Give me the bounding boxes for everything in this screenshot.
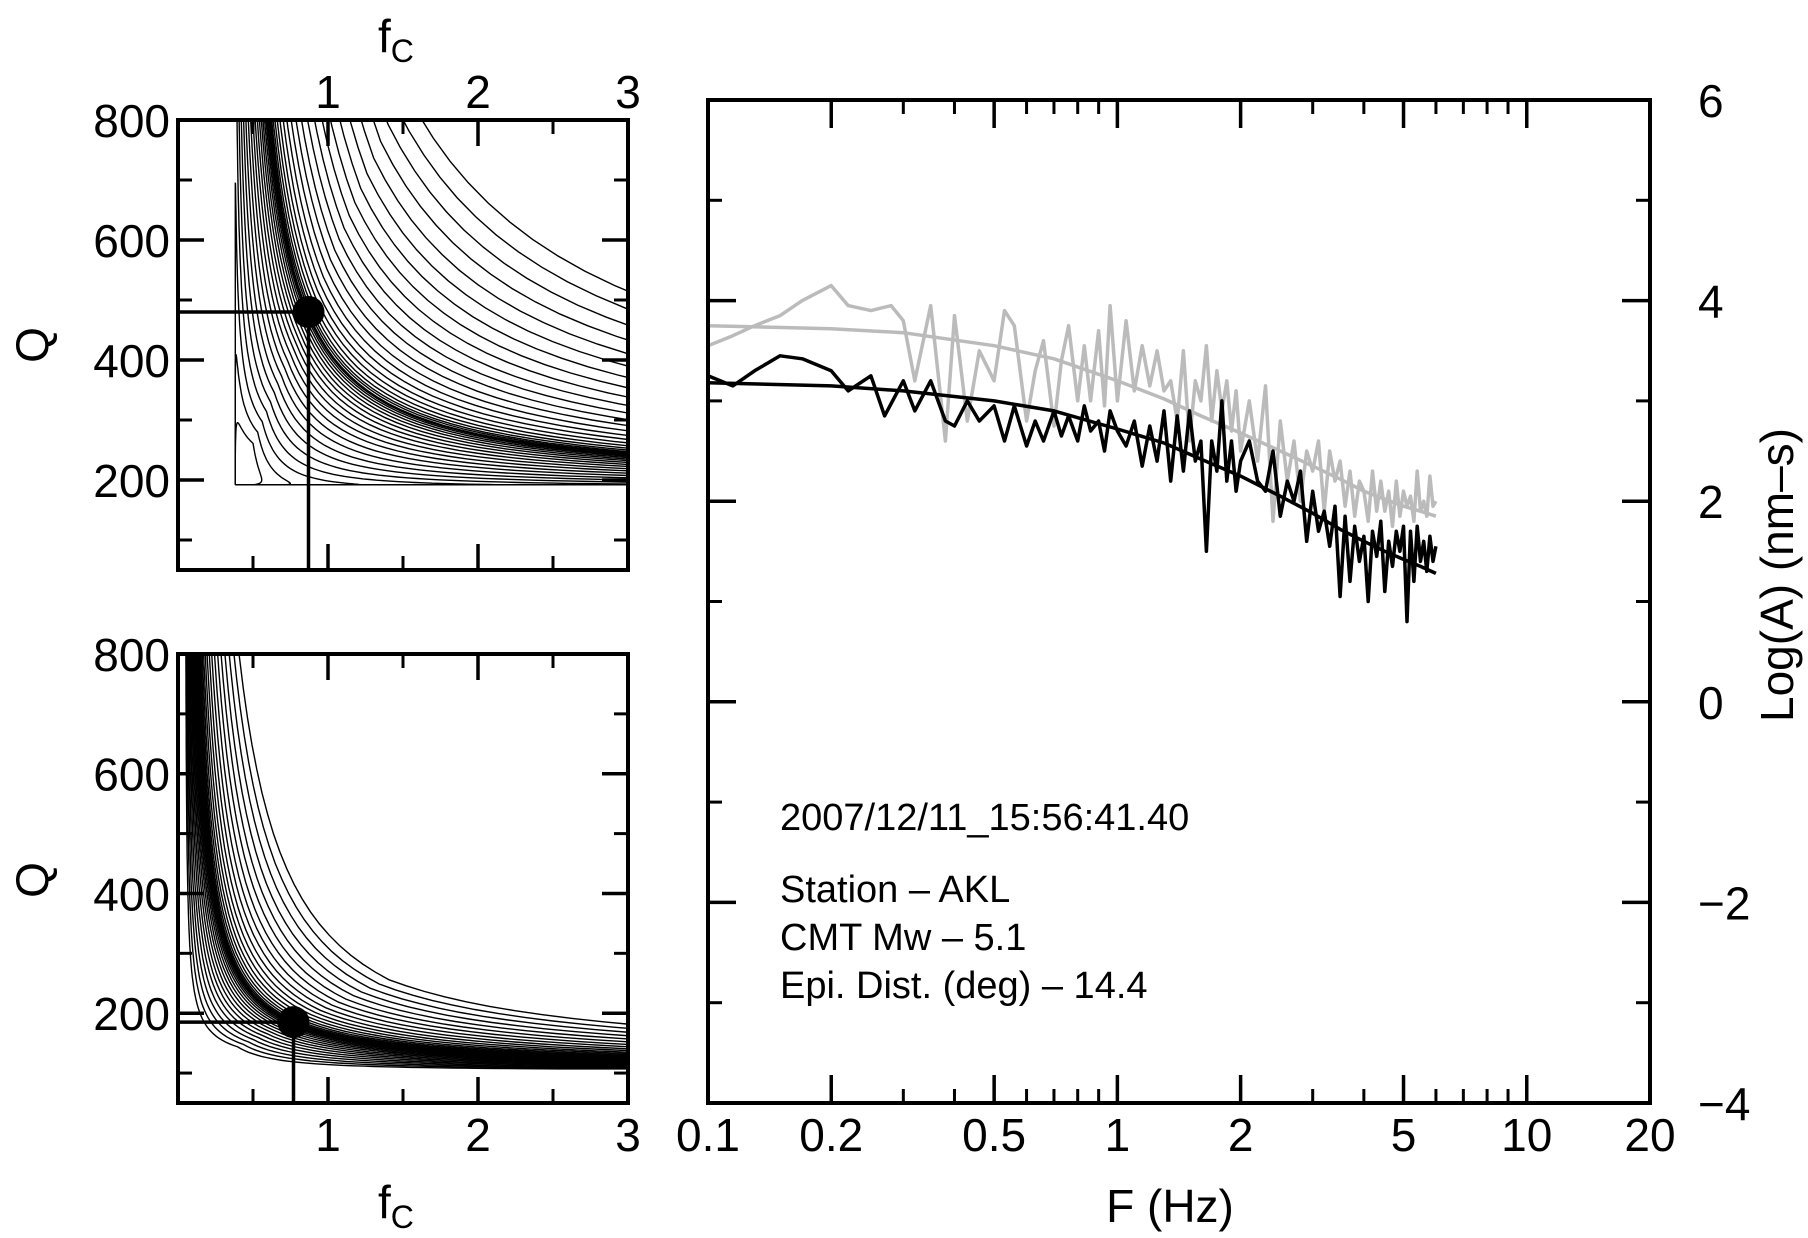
xtick-label: 20 (1624, 1109, 1675, 1161)
bottom-panel-frame (176, 652, 630, 1105)
bottom-contour-lines (178, 654, 628, 1103)
contour-line (192, 654, 628, 1064)
contour-line (187, 654, 628, 1068)
contour-line (234, 120, 628, 486)
xtick-label: 0.5 (962, 1109, 1026, 1161)
spectrum-frame (706, 98, 1652, 1105)
ytick-label: 600 (93, 215, 170, 267)
bottom-panel-xlabel: fC (378, 1176, 414, 1235)
contour-line (192, 654, 628, 1063)
contour-line (193, 654, 628, 1063)
bottom-panel-ticks: 200 400 600 800 1 2 3 (93, 629, 641, 1161)
ytick-label: 0 (1698, 677, 1724, 729)
ytick-label: 200 (93, 988, 170, 1040)
contour-line (194, 654, 628, 1062)
top-contour-lines (178, 120, 628, 570)
xtick-label: 5 (1391, 1109, 1417, 1161)
contour-line (185, 654, 628, 1070)
xtick-label: 3 (615, 1109, 641, 1161)
ytick-label: 600 (93, 749, 170, 801)
ytick-label: −4 (1698, 1078, 1750, 1130)
top-panel-frame (176, 118, 630, 572)
contour-line (189, 654, 628, 1067)
top-contour-panel: 200 400 600 800 1 2 3 Q fC (6, 10, 641, 572)
spectrum-xlabel: F (Hz) (1106, 1180, 1234, 1232)
annotation-datetime: 2007/12/11_15:56:41.40 (780, 797, 1189, 839)
spectrum-ticks: 0.1 0.2 0.5 1 2 5 10 20 −4 −2 0 2 4 6 (676, 75, 1750, 1161)
xtick-label: 1 (1105, 1109, 1131, 1161)
spectrum-ylabel: Log(A) (nm–s) (1751, 428, 1803, 722)
ytick-label: −2 (1698, 877, 1750, 929)
xtick-label: 0.2 (799, 1109, 863, 1161)
xtick-label: 1 (315, 1109, 341, 1161)
xtick-label: 2 (465, 66, 491, 118)
contour-line (190, 654, 628, 1066)
ytick-label: 6 (1698, 75, 1724, 127)
contour-line (191, 654, 628, 1065)
xtick-label: 2 (465, 1109, 491, 1161)
contour-line (186, 654, 628, 1069)
spectrum-panel: 0.1 0.2 0.5 1 2 5 10 20 −4 −2 0 2 4 6 F (Hz) Log(A) (… (676, 75, 1803, 1232)
ytick-label: 2 (1698, 476, 1724, 528)
annotation-mw: CMT Mw – 5.1 (780, 917, 1026, 959)
contour-line (238, 120, 628, 485)
best-fit-marker (277, 1006, 310, 1039)
xtick-label: 0.1 (676, 1109, 740, 1161)
contour-line (196, 654, 628, 1060)
top-panel-ylabel: Q (6, 327, 58, 363)
xtick-label: 10 (1501, 1109, 1552, 1161)
series-model-line (707, 323, 1437, 518)
best-fit-marker (292, 296, 325, 328)
ytick-label: 400 (93, 868, 170, 920)
contour-line (188, 654, 628, 1067)
bottom-panel-ylabel: Q (6, 862, 58, 898)
ytick-label: 200 (93, 455, 170, 507)
ytick-label: 4 (1698, 276, 1724, 328)
contour-line (236, 120, 628, 486)
event-annotation: 2007/12/11_15:56:41.40 Station – AKL CMT… (780, 797, 1189, 1007)
contour-line (194, 654, 628, 1062)
annotation-distance: Epi. Dist. (deg) – 14.4 (780, 965, 1148, 1007)
ytick-label: 800 (93, 95, 170, 147)
contour-line (240, 120, 628, 483)
contour-line (234, 120, 628, 486)
ytick-label: 800 (93, 629, 170, 681)
contour-line (234, 120, 628, 486)
series-observed-line (707, 283, 1438, 529)
annotation-station: Station – AKL (780, 869, 1010, 911)
xtick-label: 1 (315, 66, 341, 118)
top-panel-xlabel: fC (378, 10, 414, 69)
contour-line (196, 654, 628, 1061)
ytick-label: 400 (93, 335, 170, 387)
xtick-label: 2 (1228, 1109, 1254, 1161)
series-model-line (707, 381, 1437, 575)
contour-line (195, 654, 628, 1061)
top-panel-ticks: 200 400 600 800 1 2 3 (93, 66, 641, 570)
xtick-label: 3 (615, 66, 641, 118)
contour-line (185, 654, 628, 1070)
spectrum-lines (707, 283, 1438, 624)
series-observed-line (707, 354, 1438, 624)
bottom-contour-panel: 200 400 600 800 1 2 3 Q fC (6, 629, 641, 1235)
